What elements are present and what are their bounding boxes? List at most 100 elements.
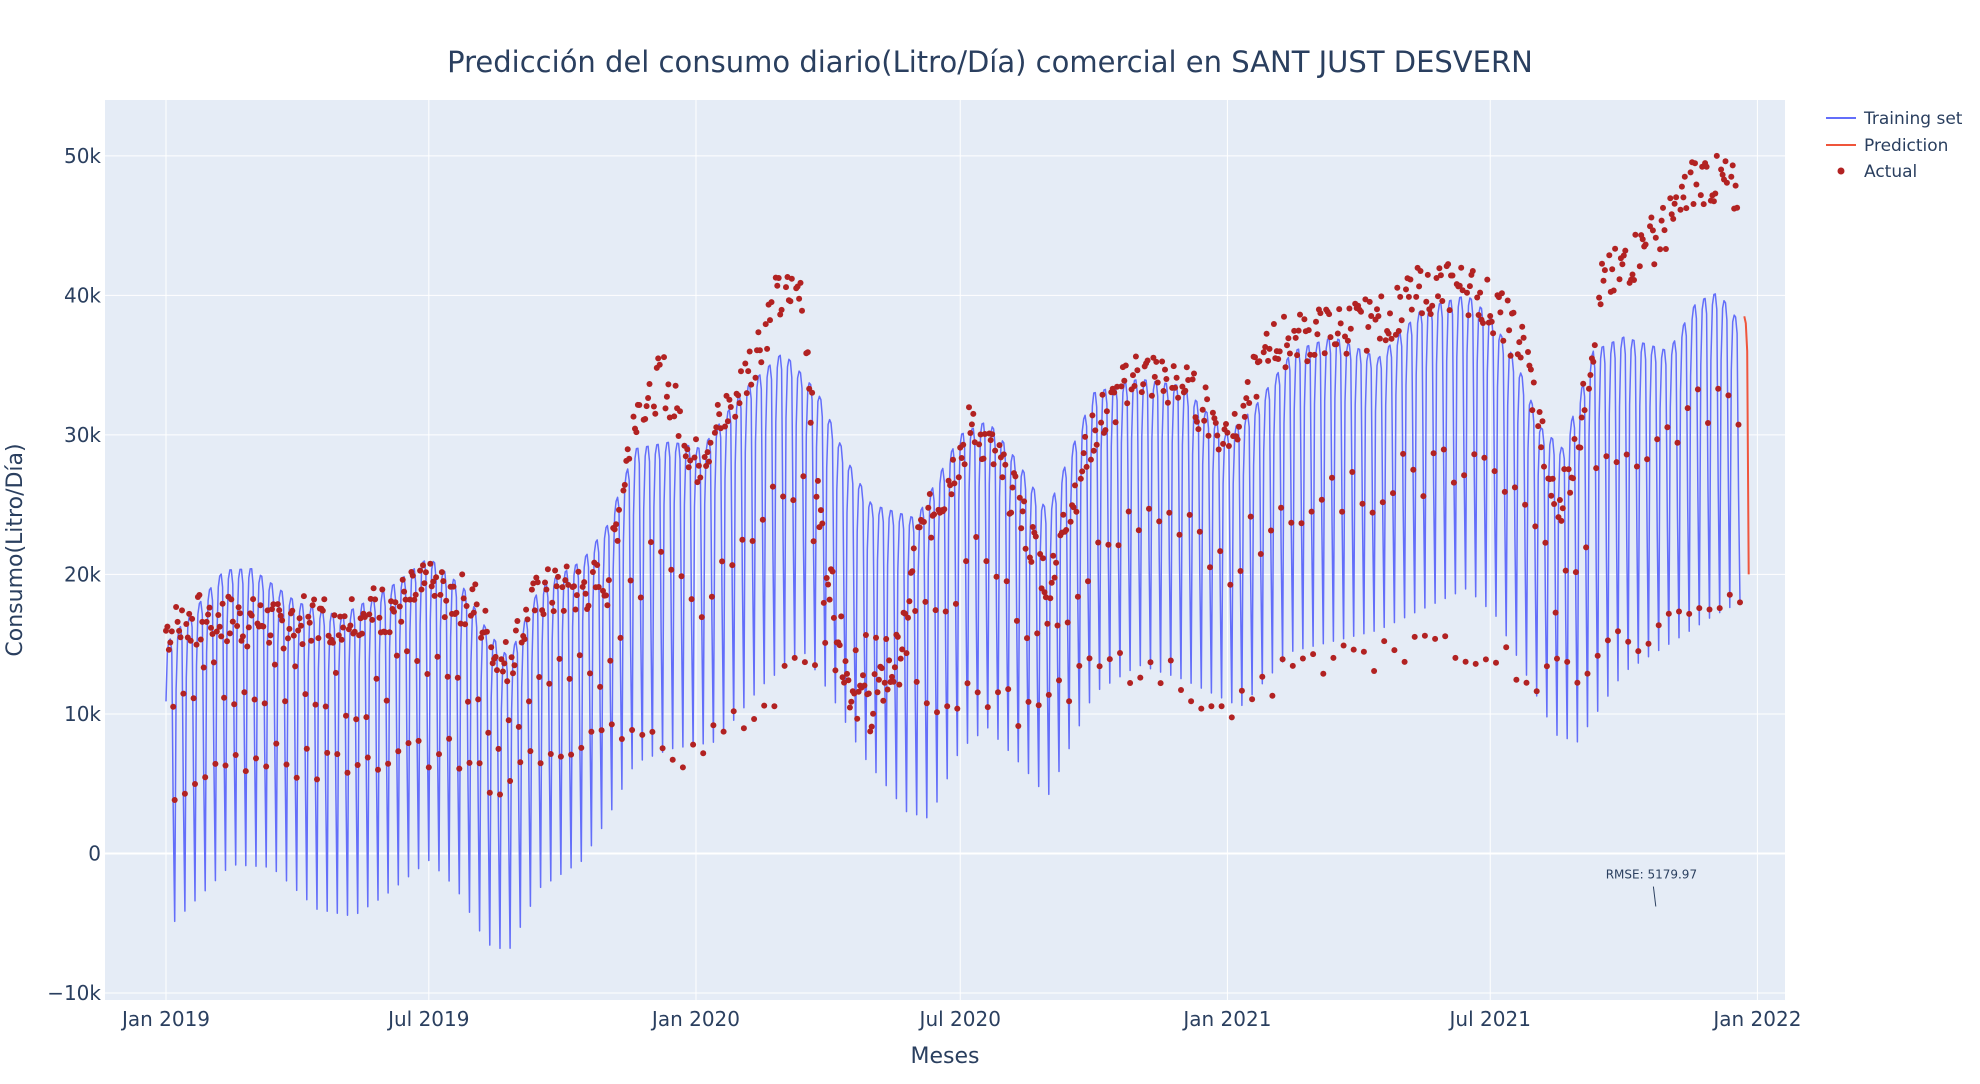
actual-point[interactable] <box>483 628 490 635</box>
actual-point[interactable] <box>361 614 368 620</box>
actual-point[interactable] <box>338 636 345 643</box>
actual-point[interactable] <box>607 657 614 664</box>
actual-point[interactable] <box>1632 231 1639 238</box>
actual-point[interactable] <box>1067 518 1074 525</box>
actual-point[interactable] <box>1179 383 1186 390</box>
actual-point[interactable] <box>855 688 862 695</box>
actual-point[interactable] <box>321 596 328 603</box>
actual-point[interactable] <box>557 753 564 760</box>
actual-point[interactable] <box>587 670 593 677</box>
actual-point[interactable] <box>300 593 307 600</box>
actual-point[interactable] <box>1041 589 1048 596</box>
actual-point[interactable] <box>1506 327 1513 334</box>
actual-point[interactable] <box>1541 463 1547 470</box>
actual-point[interactable] <box>1511 484 1518 491</box>
actual-point[interactable] <box>1548 492 1555 499</box>
actual-point[interactable] <box>880 697 887 704</box>
actual-point[interactable] <box>1371 668 1378 674</box>
actual-point[interactable] <box>817 507 824 514</box>
actual-point[interactable] <box>1623 451 1630 458</box>
actual-point[interactable] <box>1456 282 1463 289</box>
actual-point[interactable] <box>499 668 506 675</box>
actual-point[interactable] <box>190 695 197 702</box>
actual-point[interactable] <box>1654 436 1661 443</box>
actual-point[interactable] <box>1202 384 1209 391</box>
actual-point[interactable] <box>1690 201 1697 207</box>
actual-point[interactable] <box>1379 499 1386 506</box>
actual-point[interactable] <box>1003 578 1010 585</box>
actual-point[interactable] <box>973 534 980 540</box>
actual-point[interactable] <box>1137 674 1144 681</box>
actual-point[interactable] <box>860 672 866 679</box>
actual-point[interactable] <box>1002 461 1009 468</box>
actual-point[interactable] <box>582 590 589 597</box>
actual-point[interactable] <box>559 584 566 591</box>
actual-point[interactable] <box>546 680 553 687</box>
actual-point[interactable] <box>1172 384 1179 391</box>
actual-point[interactable] <box>1243 395 1250 402</box>
actual-point[interactable] <box>1050 552 1057 559</box>
actual-point[interactable] <box>1320 670 1327 677</box>
actual-point[interactable] <box>1413 293 1420 300</box>
actual-point[interactable] <box>1224 429 1231 436</box>
actual-point[interactable] <box>678 573 685 580</box>
plot-area[interactable] <box>163 152 1750 950</box>
actual-point[interactable] <box>832 667 839 674</box>
actual-point[interactable] <box>1060 511 1067 518</box>
actual-point[interactable] <box>791 654 798 661</box>
actual-point[interactable] <box>1240 402 1247 409</box>
actual-point[interactable] <box>1625 638 1632 645</box>
actual-point[interactable] <box>848 698 855 705</box>
actual-point[interactable] <box>976 441 983 448</box>
actual-point[interactable] <box>1085 578 1091 585</box>
actual-point[interactable] <box>1401 658 1408 665</box>
actual-point[interactable] <box>430 578 437 585</box>
actual-point[interactable] <box>521 636 528 643</box>
actual-point[interactable] <box>605 577 612 584</box>
actual-point[interactable] <box>373 675 380 682</box>
actual-point[interactable] <box>1661 227 1668 234</box>
actual-point[interactable] <box>588 728 595 735</box>
actual-point[interactable] <box>846 704 853 711</box>
actual-point[interactable] <box>1525 349 1531 355</box>
actual-point[interactable] <box>1437 272 1444 279</box>
actual-point[interactable] <box>1436 265 1443 272</box>
actual-point[interactable] <box>762 321 769 328</box>
actual-point[interactable] <box>1253 393 1260 400</box>
actual-point[interactable] <box>1000 451 1007 458</box>
actual-point[interactable] <box>1285 335 1292 342</box>
actual-point[interactable] <box>427 560 434 567</box>
actual-point[interactable] <box>1350 646 1357 653</box>
actual-point[interactable] <box>1238 687 1245 694</box>
actual-point[interactable] <box>1340 642 1347 649</box>
actual-point[interactable] <box>1189 376 1196 383</box>
actual-point[interactable] <box>1519 323 1526 330</box>
actual-point[interactable] <box>353 716 360 723</box>
actual-point[interactable] <box>1407 276 1414 283</box>
actual-point[interactable] <box>335 632 342 639</box>
actual-point[interactable] <box>1684 405 1691 412</box>
actual-point[interactable] <box>819 520 826 527</box>
actual-point[interactable] <box>197 636 204 643</box>
actual-point[interactable] <box>1160 388 1167 394</box>
actual-point[interactable] <box>1212 419 1219 426</box>
actual-point[interactable] <box>180 690 187 697</box>
actual-point[interactable] <box>941 506 948 513</box>
actual-point[interactable] <box>1464 289 1470 296</box>
actual-point[interactable] <box>367 595 374 602</box>
actual-point[interactable] <box>1378 293 1385 300</box>
actual-point[interactable] <box>735 392 742 399</box>
actual-point[interactable] <box>1008 509 1015 516</box>
actual-point[interactable] <box>1147 659 1154 666</box>
actual-point[interactable] <box>698 614 705 621</box>
actual-point[interactable] <box>662 405 669 412</box>
series-training-set-line[interactable] <box>165 293 1741 950</box>
actual-point[interactable] <box>694 479 701 486</box>
actual-point[interactable] <box>257 602 264 609</box>
actual-point[interactable] <box>505 717 512 724</box>
actual-point[interactable] <box>572 606 579 613</box>
actual-point[interactable] <box>1056 677 1062 684</box>
actual-point[interactable] <box>871 671 878 678</box>
actual-point[interactable] <box>1134 367 1141 374</box>
actual-point[interactable] <box>613 521 620 528</box>
